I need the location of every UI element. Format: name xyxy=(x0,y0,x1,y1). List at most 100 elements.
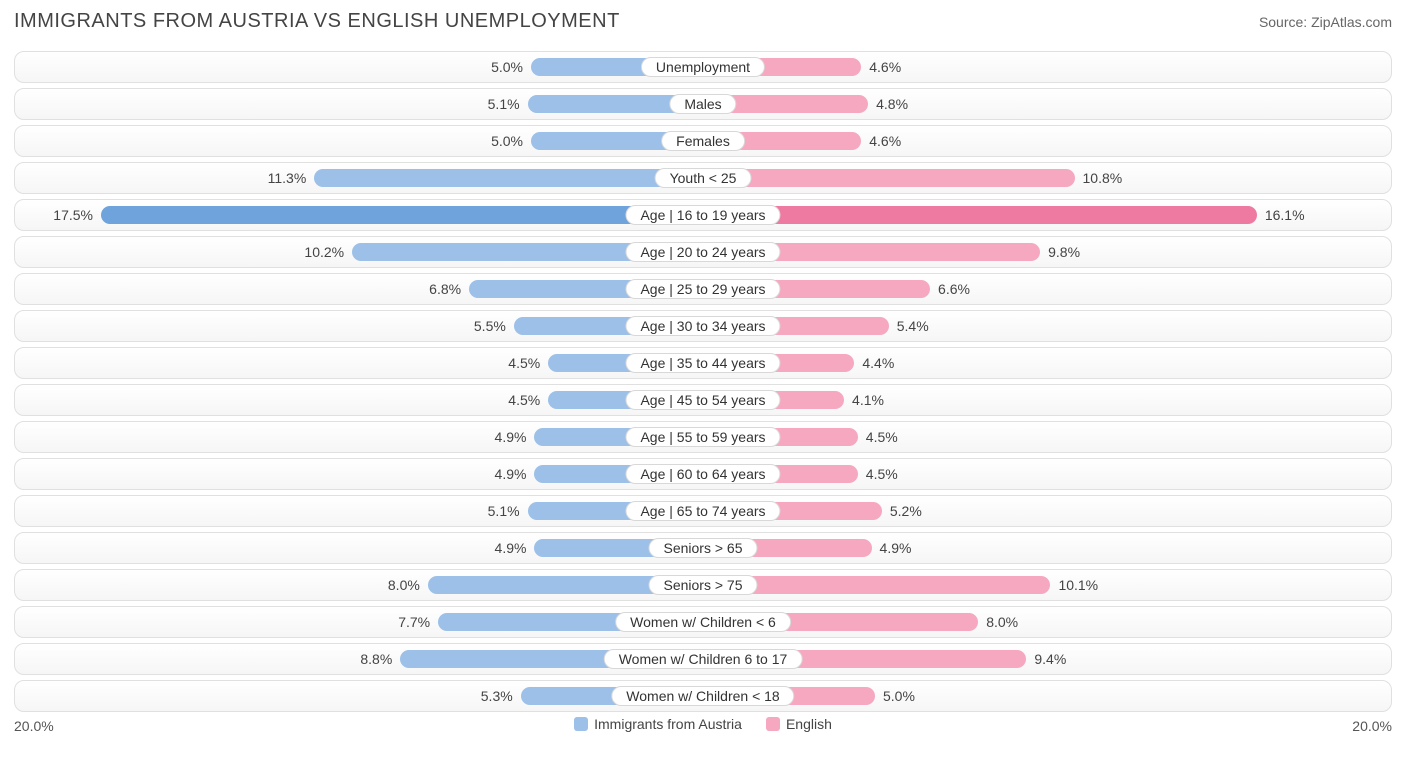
category-label: Age | 16 to 19 years xyxy=(625,205,780,225)
category-label: Age | 55 to 59 years xyxy=(625,427,780,447)
right-half: 5.4% xyxy=(703,311,1391,341)
chart-row: 4.9% 4.5%Age | 60 to 64 years xyxy=(14,458,1392,490)
category-label: Age | 20 to 24 years xyxy=(625,242,780,262)
left-half: 6.8% xyxy=(15,274,703,304)
left-half: 17.5% xyxy=(15,200,703,230)
left-value: 5.0% xyxy=(483,133,531,149)
chart-row: 11.3% 10.8% Youth < 25 xyxy=(14,162,1392,194)
axis-right-max: 20.0% xyxy=(1352,718,1392,734)
right-half: 4.9% xyxy=(703,533,1391,563)
right-half: 4.1% xyxy=(703,385,1391,415)
right-bar xyxy=(703,206,1257,224)
left-value: 5.5% xyxy=(466,318,514,334)
right-half: 10.1% xyxy=(703,570,1391,600)
right-half: 4.6% xyxy=(703,126,1391,156)
right-half: 16.1% xyxy=(703,200,1391,230)
right-value: 16.1% xyxy=(1257,207,1313,223)
category-label: Age | 25 to 29 years xyxy=(625,279,780,299)
left-value: 4.9% xyxy=(487,466,535,482)
right-half: 6.6% xyxy=(703,274,1391,304)
right-half: 4.4% xyxy=(703,348,1391,378)
left-half: 8.8% xyxy=(15,644,703,674)
right-half: 8.0% xyxy=(703,607,1391,637)
right-half: 4.5% xyxy=(703,459,1391,489)
category-label: Age | 60 to 64 years xyxy=(625,464,780,484)
left-half: 5.1% xyxy=(15,496,703,526)
left-value: 8.0% xyxy=(380,577,428,593)
legend-item-right: English xyxy=(766,716,832,732)
swatch-icon xyxy=(574,717,588,731)
chart-row: 8.0% 10.1% Seniors > 75 xyxy=(14,569,1392,601)
chart-row: 8.8% 9.4% Women w/ Children 6 to 17 xyxy=(14,643,1392,675)
category-label: Women w/ Children < 18 xyxy=(611,686,794,706)
chart-row: 5.1%5.2%Age | 65 to 74 years xyxy=(14,495,1392,527)
legend-label-left: Immigrants from Austria xyxy=(594,716,742,732)
chart-row: 5.0%4.6%Females xyxy=(14,125,1392,157)
left-half: 4.5% xyxy=(15,348,703,378)
category-label: Seniors > 75 xyxy=(649,575,758,595)
chart-source: Source: ZipAtlas.com xyxy=(1259,14,1392,30)
left-value: 5.1% xyxy=(480,96,528,112)
left-value: 17.5% xyxy=(45,207,101,223)
right-value: 4.1% xyxy=(844,392,892,408)
left-half: 10.2% xyxy=(15,237,703,267)
left-bar xyxy=(314,169,703,187)
category-label: Age | 35 to 44 years xyxy=(625,353,780,373)
left-value: 11.3% xyxy=(260,170,315,186)
right-value: 9.4% xyxy=(1026,651,1074,667)
left-half: 8.0% xyxy=(15,570,703,600)
right-half: 9.8% xyxy=(703,237,1391,267)
left-half: 5.3% xyxy=(15,681,703,711)
left-half: 4.9% xyxy=(15,459,703,489)
swatch-icon xyxy=(766,717,780,731)
chart-row: 4.5% 4.4%Age | 35 to 44 years xyxy=(14,347,1392,379)
category-label: Women w/ Children 6 to 17 xyxy=(604,649,803,669)
left-value: 6.8% xyxy=(421,281,469,297)
right-half: 9.4% xyxy=(703,644,1391,674)
right-value: 4.6% xyxy=(861,59,909,75)
right-value: 5.2% xyxy=(882,503,930,519)
right-value: 9.8% xyxy=(1040,244,1088,260)
left-value: 4.9% xyxy=(487,540,535,556)
left-half: 7.7% xyxy=(15,607,703,637)
category-label: Age | 30 to 34 years xyxy=(625,316,780,336)
right-value: 4.6% xyxy=(861,133,909,149)
right-value: 10.1% xyxy=(1050,577,1106,593)
right-value: 4.9% xyxy=(872,540,920,556)
right-half: 4.8% xyxy=(703,89,1391,119)
left-half: 4.9% xyxy=(15,422,703,452)
left-half: 5.1% xyxy=(15,89,703,119)
chart-row: 5.5% 5.4% Age | 30 to 34 years xyxy=(14,310,1392,342)
chart-row: 5.1% 4.8%Males xyxy=(14,88,1392,120)
right-value: 5.0% xyxy=(875,688,923,704)
category-label: Males xyxy=(669,94,736,114)
left-half: 5.5% xyxy=(15,311,703,341)
left-value: 10.2% xyxy=(296,244,352,260)
chart-row: 10.2% 9.8% Age | 20 to 24 years xyxy=(14,236,1392,268)
left-half: 5.0% xyxy=(15,126,703,156)
chart-row: 5.3% 5.0% Women w/ Children < 18 xyxy=(14,680,1392,712)
category-label: Youth < 25 xyxy=(655,168,752,188)
chart-row: 7.7%8.0%Women w/ Children < 6 xyxy=(14,606,1392,638)
left-value: 7.7% xyxy=(390,614,438,630)
left-value: 4.5% xyxy=(500,392,548,408)
right-half: 5.0% xyxy=(703,681,1391,711)
right-bar xyxy=(703,169,1075,187)
left-value: 4.5% xyxy=(500,355,548,371)
right-value: 10.8% xyxy=(1075,170,1131,186)
left-half: 11.3% xyxy=(15,163,703,193)
right-half: 5.2% xyxy=(703,496,1391,526)
right-value: 6.6% xyxy=(930,281,978,297)
left-value: 4.9% xyxy=(487,429,535,445)
left-value: 5.0% xyxy=(483,59,531,75)
chart-row: 6.8% 6.6% Age | 25 to 29 years xyxy=(14,273,1392,305)
right-value: 5.4% xyxy=(889,318,937,334)
chart-title: IMMIGRANTS FROM AUSTRIA VS ENGLISH UNEMP… xyxy=(14,10,620,33)
chart-header: IMMIGRANTS FROM AUSTRIA VS ENGLISH UNEMP… xyxy=(14,10,1392,33)
left-half: 4.5% xyxy=(15,385,703,415)
chart-row: 4.5%4.1%Age | 45 to 54 years xyxy=(14,384,1392,416)
left-value: 5.1% xyxy=(480,503,528,519)
left-half: 5.0% xyxy=(15,52,703,82)
right-half: 4.6% xyxy=(703,52,1391,82)
legend-label-right: English xyxy=(786,716,832,732)
